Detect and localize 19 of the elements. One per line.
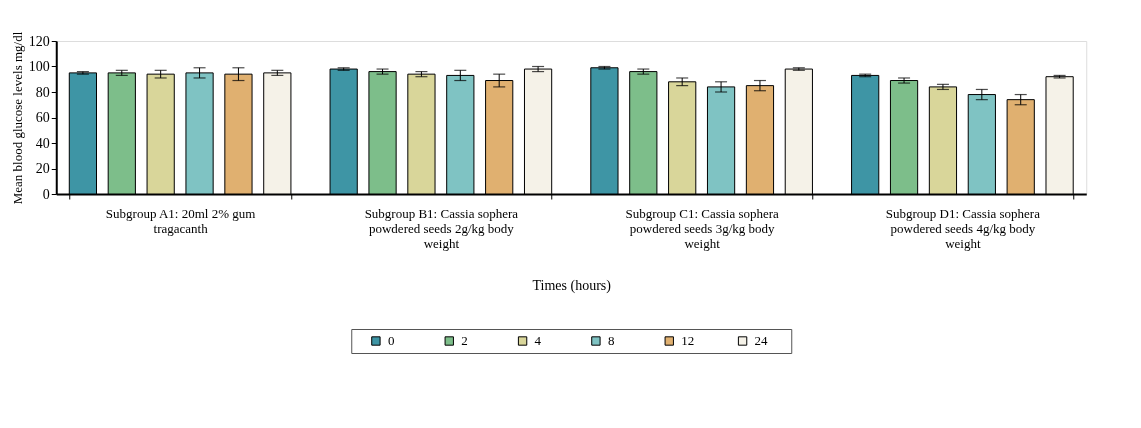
legend-label: 0 <box>387 333 395 348</box>
y-tick-label: 80 <box>35 84 50 100</box>
y-tick-label: 0 <box>42 186 50 202</box>
y-tick-label: 120 <box>28 33 50 49</box>
y-tick-label: 40 <box>35 135 50 151</box>
y-axis-title: Mean blood glucose levels mg/dl <box>9 31 25 205</box>
legend-label: 24 <box>754 333 769 348</box>
x-tick-label: Subgroup D1: Cassia sophera powdered seeds 4g/kg body weight <box>885 205 1041 251</box>
legend-label: 4 <box>534 333 542 348</box>
y-tick-label: 100 <box>28 59 50 74</box>
y-tick-label: 60 <box>35 110 50 125</box>
legend-label: 8 <box>607 333 615 348</box>
x-tick-label: Subgroup B1: Cassia sophera powdered seeds 2g/kg body weight <box>364 205 519 251</box>
x-tick-label: Subgroup C1: Cassia sophera powdered seeds 3g/kg body weight <box>625 205 780 251</box>
x-tick-label: Subgroup A1: 20ml 2% gum tragacanth <box>105 205 256 236</box>
legend-label: 12 <box>681 333 695 348</box>
y-tick-label: 20 <box>35 161 50 176</box>
x-axis-title: Times (hours) <box>532 277 612 294</box>
legend-label: 2 <box>461 333 468 348</box>
